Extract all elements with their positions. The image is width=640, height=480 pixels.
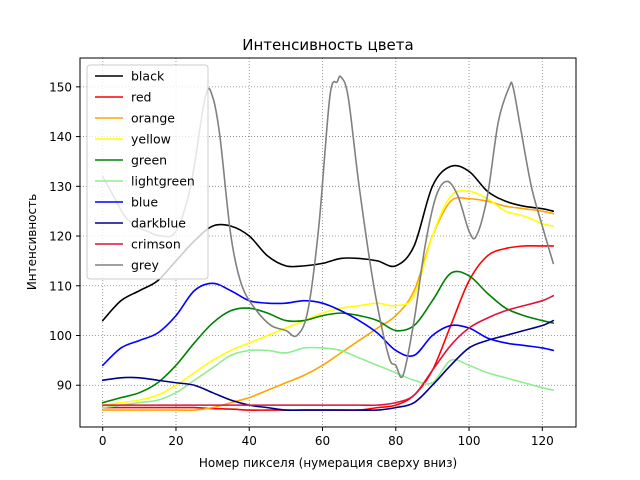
legend-label-black: black <box>131 69 165 84</box>
x-tick-label: 40 <box>242 434 257 448</box>
legend-label-yellow: yellow <box>131 132 171 147</box>
legend-label-red: red <box>131 90 152 105</box>
series-line-green <box>101 270 555 404</box>
y-tick-label: 110 <box>49 279 72 293</box>
y-tick-label: 130 <box>49 180 72 194</box>
x-tick-label: 20 <box>168 434 183 448</box>
legend-label-green: green <box>131 153 167 168</box>
x-axis-label: Номер пикселя (нумерация сверху вниз) <box>199 456 457 470</box>
y-tick-label: 140 <box>49 130 72 144</box>
x-tick-label: 80 <box>388 434 403 448</box>
legend-label-orange: orange <box>131 111 175 126</box>
series-layer <box>101 75 555 412</box>
series-line-crimson <box>101 294 555 407</box>
chart-title: Интенсивность цвета <box>242 36 413 54</box>
series-line-darkblue <box>101 319 555 412</box>
y-tick-label: 100 <box>49 329 72 343</box>
y-tick-label: 150 <box>49 80 72 94</box>
series-line-lightgreen <box>101 346 555 409</box>
y-tick-label: 120 <box>49 230 72 244</box>
x-tick-label: 0 <box>99 434 107 448</box>
legend-label-lightgreen: lightgreen <box>131 174 195 189</box>
plot-frame <box>79 57 577 428</box>
series-line-yellow <box>101 189 555 406</box>
legend-label-blue: blue <box>131 195 158 210</box>
x-tick-label: 100 <box>458 434 481 448</box>
legend: black red orange yellow green lightgreen blue d… <box>86 64 209 280</box>
legend-label-darkblue: darkblue <box>131 216 186 231</box>
y-axis-label: Интенсивность <box>25 194 39 290</box>
legend-label-grey: grey <box>131 258 159 273</box>
ticks: 0 20 40 60 80 100 120 90 100 110 120 130 140 150 <box>49 80 554 448</box>
x-tick-label: 120 <box>531 434 554 448</box>
series-line-blue <box>101 282 555 367</box>
x-tick-label: 60 <box>315 434 330 448</box>
y-tick-label: 90 <box>57 379 72 393</box>
legend-label-crimson: crimson <box>131 237 181 252</box>
